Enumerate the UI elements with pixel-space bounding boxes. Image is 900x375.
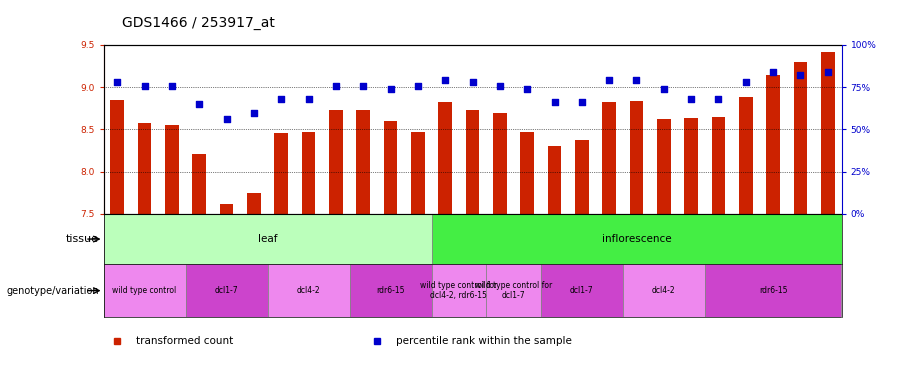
Bar (739, 97, 752, 214)
Text: genotype/variation: genotype/variation (6, 286, 99, 296)
Bar (602, 102, 616, 214)
Point (165, 82, 179, 88)
Text: leaf: leaf (257, 234, 277, 244)
Bar (302, 132, 315, 214)
Text: dcl4-2: dcl4-2 (652, 286, 676, 295)
Bar (274, 133, 288, 214)
Bar (247, 193, 261, 214)
Text: tissue: tissue (66, 234, 99, 244)
Text: rdr6-15: rdr6-15 (759, 286, 788, 295)
Point (684, 96, 698, 102)
Text: wild type control: wild type control (112, 286, 176, 295)
Point (438, 78, 453, 84)
Bar (705, 264, 842, 317)
Bar (431, 214, 842, 264)
Bar (349, 264, 431, 317)
Point (274, 96, 288, 102)
Bar (438, 102, 452, 214)
Point (247, 110, 261, 116)
Point (520, 86, 535, 92)
Text: dcl1-7: dcl1-7 (570, 286, 594, 295)
Bar (821, 52, 834, 214)
Point (492, 82, 507, 88)
Point (220, 116, 234, 122)
Bar (541, 264, 623, 317)
Bar (712, 117, 725, 214)
Text: percentile rank within the sample: percentile rank within the sample (396, 336, 572, 346)
Point (465, 79, 480, 85)
Point (302, 96, 316, 102)
Point (547, 99, 562, 105)
Point (766, 69, 780, 75)
Text: dcl1-7: dcl1-7 (215, 286, 238, 295)
Bar (575, 140, 589, 214)
Bar (520, 132, 534, 214)
Point (602, 78, 616, 84)
Text: wild type control for
dcl1-7: wild type control for dcl1-7 (475, 281, 552, 300)
Bar (220, 204, 233, 214)
Bar (267, 264, 349, 317)
Bar (548, 146, 562, 214)
Bar (138, 123, 151, 214)
Point (793, 72, 807, 78)
Text: dcl4-2: dcl4-2 (297, 286, 320, 295)
Point (356, 82, 371, 88)
Text: transformed count: transformed count (136, 336, 234, 346)
Bar (111, 100, 124, 214)
Point (192, 101, 206, 107)
Text: wild type control for
dcl4-2, rdr6-15: wild type control for dcl4-2, rdr6-15 (420, 281, 498, 300)
Point (110, 79, 124, 85)
Point (629, 78, 643, 84)
Bar (383, 121, 397, 214)
Point (739, 79, 753, 85)
Point (657, 86, 671, 92)
Text: GDS1466 / 253917_at: GDS1466 / 253917_at (122, 16, 274, 30)
Bar (329, 110, 343, 214)
Point (574, 99, 589, 105)
Bar (684, 117, 698, 214)
Bar (657, 119, 670, 214)
Bar (185, 264, 267, 317)
Point (328, 82, 343, 88)
Bar (356, 110, 370, 214)
Bar (104, 264, 185, 317)
Point (138, 82, 152, 88)
Bar (465, 110, 480, 214)
Bar (766, 75, 780, 214)
Bar (431, 264, 486, 317)
Point (383, 86, 398, 92)
Text: rdr6-15: rdr6-15 (376, 286, 405, 295)
Bar (794, 62, 807, 214)
Bar (630, 101, 644, 214)
Bar (193, 154, 206, 214)
Point (410, 82, 425, 88)
Bar (104, 214, 431, 264)
Text: inflorescence: inflorescence (602, 234, 671, 244)
Bar (486, 264, 541, 317)
Bar (411, 132, 425, 214)
Bar (165, 125, 179, 214)
Point (821, 69, 835, 75)
Bar (623, 264, 705, 317)
Bar (493, 112, 507, 214)
Point (711, 96, 725, 102)
